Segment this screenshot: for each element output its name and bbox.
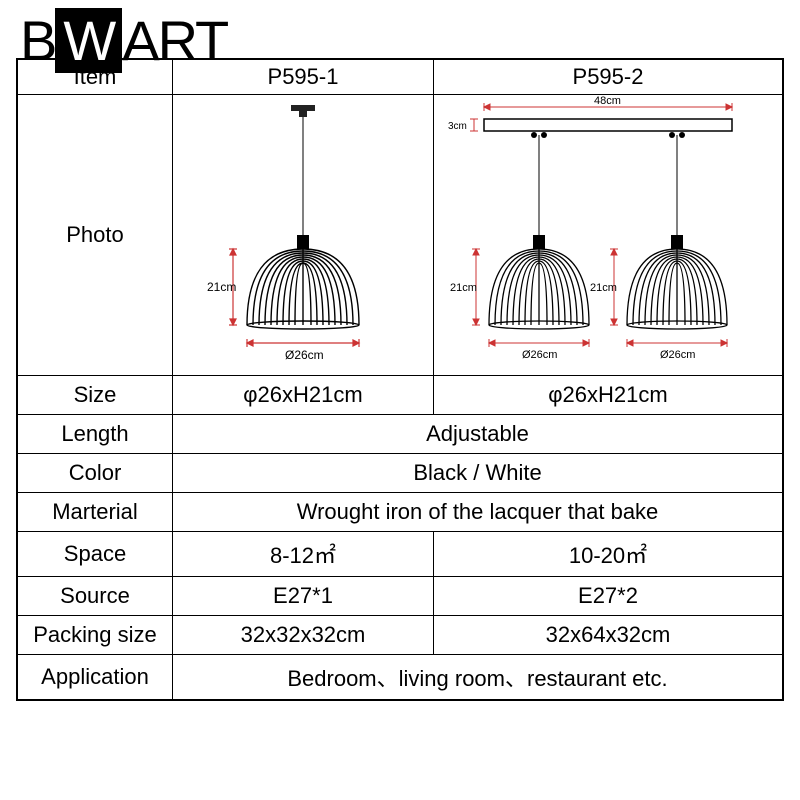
lamp1-height: 21cm [207,280,236,294]
header-col2: P595-2 [434,59,784,95]
table-row: LengthAdjustable [17,415,783,454]
table-row: ApplicationBedroom、living room、restauran… [17,655,783,701]
table-row: MarterialWrought iron of the lacquer tha… [17,493,783,532]
table-row: Sizeφ26xH21cmφ26xH21cm [17,376,783,415]
photo-cell-2: 48cm 3cm [434,95,784,376]
row-value: Wrought iron of the lacquer that bake [173,493,784,532]
row-value: Black / White [173,454,784,493]
row-col2: φ26xH21cm [434,376,784,415]
logo-art: ART [122,9,227,72]
brand-logo: BWART [20,8,227,73]
row-label: Color [17,454,173,493]
row-col1: 32x32x32cm [173,616,434,655]
lamp2b-diameter: Ø26cm [660,349,695,361]
lamp1-diameter: Ø26cm [285,348,324,362]
row-value: Adjustable [173,415,784,454]
table-row: Packing size32x32x32cm32x64x32cm [17,616,783,655]
row-label: Space [17,532,173,577]
row-label: Length [17,415,173,454]
row-label: Packing size [17,616,173,655]
row-col1: E27*1 [173,577,434,616]
spec-table: Item P595-1 P595-2 Photo [16,58,784,701]
lamp2a-diameter: Ø26cm [522,349,557,361]
row-label: Size [17,376,173,415]
row-label: Marterial [17,493,173,532]
row-col1: 8-12㎡ [173,532,434,577]
lamp2a-height: 21cm [450,282,477,294]
table-row: SourceE27*1E27*2 [17,577,783,616]
bar-width: 48cm [594,95,621,107]
row-col2: E27*2 [434,577,784,616]
lamp2b-height: 21cm [590,282,617,294]
lamp-double-diagram: 48cm 3cm [434,95,782,375]
table-row: Space8-12㎡10-20㎡ [17,532,783,577]
row-col2: 10-20㎡ [434,532,784,577]
row-value: Bedroom、living room、restaurant etc. [173,655,784,701]
photo-label: Photo [17,95,173,376]
row-label: Source [17,577,173,616]
row-col2: 32x64x32cm [434,616,784,655]
row-label: Application [17,655,173,701]
bar-height: 3cm [448,121,467,132]
table-row: ColorBlack / White [17,454,783,493]
photo-cell-1: 21cm Ø26cm [173,95,434,376]
logo-w: W [55,8,122,73]
row-col1: φ26xH21cm [173,376,434,415]
logo-b: B [20,9,55,72]
lamp-single-diagram: 21cm Ø26cm [173,95,433,375]
photo-row: Photo [17,95,783,376]
